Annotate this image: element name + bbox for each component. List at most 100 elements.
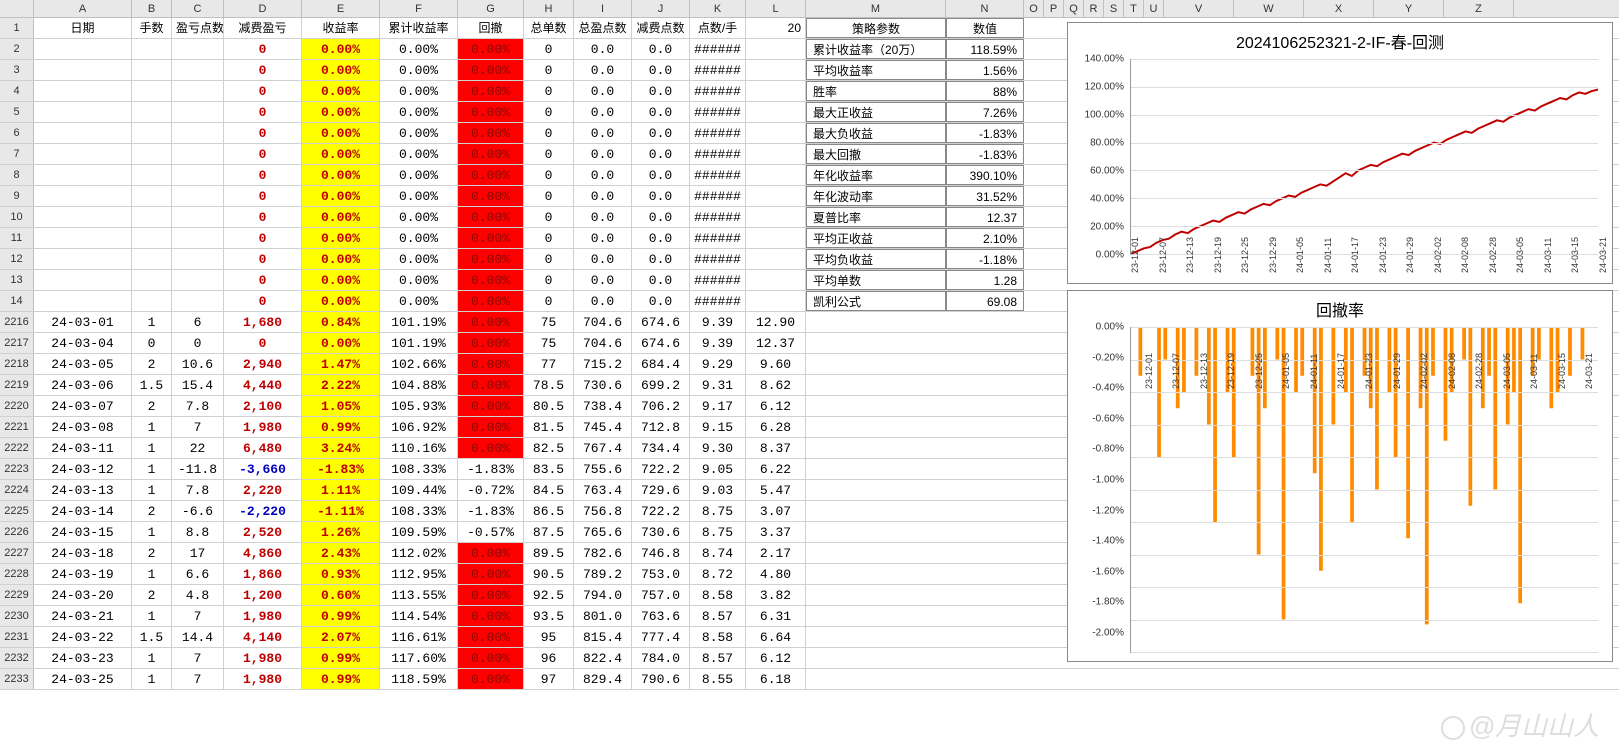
- cell-drawdown[interactable]: 0.00%: [458, 60, 524, 80]
- cell-pnl-pts[interactable]: 7: [172, 606, 224, 626]
- cell-drawdown[interactable]: -0.72%: [458, 480, 524, 500]
- cell-net-pnl[interactable]: 4,140: [224, 627, 302, 647]
- cell[interactable]: [172, 102, 224, 122]
- cell[interactable]: [746, 144, 806, 164]
- cell[interactable]: [172, 186, 224, 206]
- cell-orders[interactable]: 83.5: [524, 459, 574, 479]
- cell-win-pts[interactable]: 0.0: [574, 39, 632, 59]
- cell-cum-return[interactable]: 0.00%: [380, 81, 458, 101]
- cell-date[interactable]: 24-03-20: [34, 585, 132, 605]
- cell-drawdown[interactable]: 0.00%: [458, 291, 524, 311]
- row-header[interactable]: 10: [0, 207, 34, 227]
- cell-pts-per-lot[interactable]: 8.75: [690, 501, 746, 521]
- cell-net-pts[interactable]: 0.0: [632, 270, 690, 290]
- cell-pnl-pts[interactable]: 14.4: [172, 627, 224, 647]
- cell-return[interactable]: 0.84%: [302, 312, 380, 332]
- cell-orders[interactable]: 0: [524, 144, 574, 164]
- cell-pnl-pts[interactable]: 7.8: [172, 396, 224, 416]
- cell-pnl-pts[interactable]: 0: [172, 333, 224, 353]
- col-header-H[interactable]: H: [524, 0, 574, 17]
- cell-win-pts[interactable]: 765.6: [574, 522, 632, 542]
- cell-net-pnl[interactable]: 2,100: [224, 396, 302, 416]
- cell-orders[interactable]: 80.5: [524, 396, 574, 416]
- cell[interactable]: [746, 39, 806, 59]
- cell-pts-per-lot[interactable]: 9.05: [690, 459, 746, 479]
- cell-net-pnl[interactable]: -2,220: [224, 501, 302, 521]
- cell-date[interactable]: 24-03-01: [34, 312, 132, 332]
- cell-cum-return[interactable]: 0.00%: [380, 186, 458, 206]
- cell-win-pts[interactable]: 801.0: [574, 606, 632, 626]
- cell-ratio[interactable]: 6.12: [746, 648, 806, 668]
- cell-net-pts[interactable]: 0.0: [632, 81, 690, 101]
- cell-win-pts[interactable]: 745.4: [574, 417, 632, 437]
- cell-net-pts[interactable]: 753.0: [632, 564, 690, 584]
- cell-pnl-pts[interactable]: 7.8: [172, 480, 224, 500]
- cell-drawdown[interactable]: 0.00%: [458, 39, 524, 59]
- metric-value[interactable]: 7.26%: [946, 102, 1024, 122]
- cell-orders[interactable]: 87.5: [524, 522, 574, 542]
- cell-orders[interactable]: 97: [524, 669, 574, 689]
- cell-orders[interactable]: 81.5: [524, 417, 574, 437]
- cell-net-pts[interactable]: 757.0: [632, 585, 690, 605]
- cell-drawdown[interactable]: 0.00%: [458, 585, 524, 605]
- cell[interactable]: [746, 291, 806, 311]
- cell[interactable]: [34, 60, 132, 80]
- metric-value[interactable]: -1.83%: [946, 123, 1024, 143]
- cell[interactable]: [34, 186, 132, 206]
- cell-cum-return[interactable]: 0.00%: [380, 39, 458, 59]
- cell-orders[interactable]: 95: [524, 627, 574, 647]
- cell-lots[interactable]: 2: [132, 543, 172, 563]
- cell-lots[interactable]: 1: [132, 669, 172, 689]
- col-header-X[interactable]: X: [1304, 0, 1374, 17]
- cell-net-pnl[interactable]: 0: [224, 270, 302, 290]
- col-header-D[interactable]: D: [224, 0, 302, 17]
- cell[interactable]: [34, 249, 132, 269]
- cell-ratio[interactable]: 8.62: [746, 375, 806, 395]
- cell-drawdown[interactable]: 0.00%: [458, 270, 524, 290]
- cell-date[interactable]: 24-03-11: [34, 438, 132, 458]
- cell-win-pts[interactable]: 756.8: [574, 501, 632, 521]
- cell-ratio[interactable]: 9.60: [746, 354, 806, 374]
- cell-return[interactable]: 0.99%: [302, 669, 380, 689]
- metric-value[interactable]: 31.52%: [946, 186, 1024, 206]
- cell-lots[interactable]: 2: [132, 354, 172, 374]
- metric-value[interactable]: 390.10%: [946, 165, 1024, 185]
- cell-ratio[interactable]: 6.28: [746, 417, 806, 437]
- cell[interactable]: [172, 228, 224, 248]
- cell-cum-return[interactable]: 108.33%: [380, 459, 458, 479]
- cell-orders[interactable]: 0: [524, 207, 574, 227]
- cell-net-pnl[interactable]: -3,660: [224, 459, 302, 479]
- metric-value[interactable]: -1.83%: [946, 144, 1024, 164]
- cell[interactable]: [132, 228, 172, 248]
- cell-return[interactable]: 0.00%: [302, 249, 380, 269]
- row-header[interactable]: 2231: [0, 627, 34, 647]
- cell[interactable]: [746, 102, 806, 122]
- cell-net-pts[interactable]: 674.6: [632, 333, 690, 353]
- cell-win-pts[interactable]: 0.0: [574, 270, 632, 290]
- cell-cum-return[interactable]: 110.16%: [380, 438, 458, 458]
- cell[interactable]: [746, 165, 806, 185]
- row-header[interactable]: 2232: [0, 648, 34, 668]
- row-header[interactable]: 2: [0, 39, 34, 59]
- cell-pts-per-lot[interactable]: 8.58: [690, 627, 746, 647]
- cell-orders[interactable]: 93.5: [524, 606, 574, 626]
- cell-drawdown[interactable]: 0.00%: [458, 354, 524, 374]
- cell-date[interactable]: 24-03-06: [34, 375, 132, 395]
- cell-cum-return[interactable]: 105.93%: [380, 396, 458, 416]
- cell-drawdown[interactable]: 0.00%: [458, 669, 524, 689]
- cell-pnl-pts[interactable]: 7: [172, 669, 224, 689]
- metric-label[interactable]: 胜率: [806, 81, 946, 101]
- cell-pnl-pts[interactable]: -6.6: [172, 501, 224, 521]
- cell-overflow[interactable]: ######: [690, 39, 746, 59]
- header-20[interactable]: 20: [746, 18, 806, 38]
- cell-return[interactable]: 0.00%: [302, 291, 380, 311]
- row-header[interactable]: 11: [0, 228, 34, 248]
- cell-pts-per-lot[interactable]: 8.58: [690, 585, 746, 605]
- cell-net-pnl[interactable]: 1,200: [224, 585, 302, 605]
- cell-drawdown[interactable]: 0.00%: [458, 375, 524, 395]
- cell-win-pts[interactable]: 794.0: [574, 585, 632, 605]
- cell-net-pnl[interactable]: 0: [224, 186, 302, 206]
- cell-win-pts[interactable]: 0.0: [574, 165, 632, 185]
- cell-orders[interactable]: 0: [524, 60, 574, 80]
- cell[interactable]: [746, 270, 806, 290]
